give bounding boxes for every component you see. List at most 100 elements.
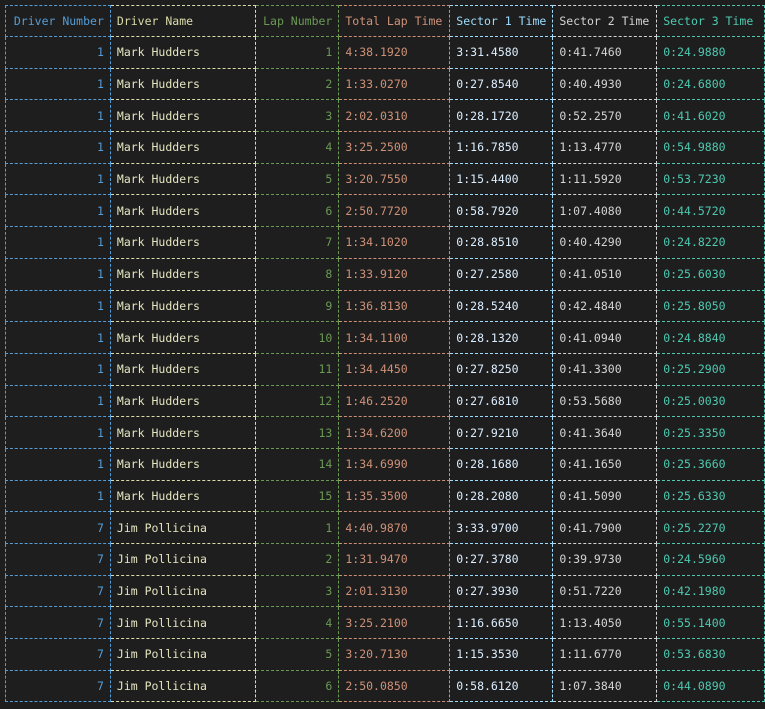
cell-driver-number: 1 (5, 290, 111, 323)
table-row: 1 Mark Hudders 9 1:36.8130 0:28.5240 0:42.484… (5, 290, 765, 323)
cell-driver-name: Mark Hudders (110, 99, 257, 133)
table-row: 1 Mark Hudders 2 1:33.0270 0:27.8540 0:40.493… (5, 68, 765, 101)
table-header-row: Driver Number Driver Name Lap Number Tot… (5, 5, 765, 37)
cell-sector-3-time: 0:54.9880 (656, 131, 765, 164)
header-sector-2-time: Sector 2 Time (552, 5, 658, 37)
cell-sector-3-time: 0:25.6330 (656, 480, 765, 513)
cell-sector-1-time: 0:27.9210 (449, 416, 554, 449)
cell-total-lap-time: 1:34.1020 (338, 226, 451, 259)
table-row: 1 Mark Hudders 14 1:34.6990 0:28.1680 0:41.16… (5, 448, 765, 481)
cell-sector-3-time: 0:24.9880 (656, 36, 765, 69)
cell-sector-1-time: 0:58.6120 (449, 670, 554, 703)
cell-sector-3-time: 0:44.5720 (656, 194, 765, 228)
cell-sector-1-time: 0:27.6810 (449, 385, 554, 418)
cell-sector-1-time: 0:27.2580 (449, 258, 554, 291)
cell-driver-name: Jim Pollicina (110, 575, 257, 608)
table-row: 7 Jim Pollicina 2 1:31.9470 0:27.3780 0:39.97… (5, 543, 765, 576)
table-row: 7 Jim Pollicina 3 2:01.3130 0:27.3930 0:51.72… (5, 575, 765, 608)
table-row: 1 Mark Hudders 3 2:02.0310 0:28.1720 0:52.257… (5, 99, 765, 133)
cell-lap-number: 7 (255, 226, 340, 259)
cell-driver-number: 1 (5, 448, 111, 481)
cell-sector-3-time: 0:25.3350 (656, 416, 765, 449)
header-sector-3-time: Sector 3 Time (656, 5, 765, 37)
cell-sector-1-time: 0:28.8510 (449, 226, 554, 259)
table-row: 1 Mark Hudders 13 1:34.6200 0:27.9210 0:41.36… (5, 416, 765, 449)
cell-sector-2-time: 0:41.7900 (552, 511, 658, 544)
cell-sector-3-time: 0:25.6030 (656, 258, 765, 291)
cell-total-lap-time: 1:33.0270 (338, 68, 451, 101)
table-row: 1 Mark Hudders 15 1:35.3500 0:28.2080 0:41.50… (5, 480, 765, 513)
table-row: 7 Jim Pollicina 4 3:25.2100 1:16.6650 1:13.40… (5, 606, 765, 640)
cell-sector-2-time: 1:13.4050 (552, 606, 658, 640)
cell-total-lap-time: 2:02.0310 (338, 99, 451, 133)
header-lap-number: Lap Number (255, 5, 340, 37)
cell-sector-1-time: 3:33.9700 (449, 511, 554, 544)
cell-driver-name: Mark Hudders (110, 68, 257, 101)
cell-sector-2-time: 0:41.5090 (552, 480, 658, 513)
cell-driver-number: 1 (5, 36, 111, 69)
lap-times-table: Driver Number Driver Name Lap Number Tot… (5, 5, 765, 703)
cell-lap-number: 6 (255, 670, 340, 703)
cell-lap-number: 2 (255, 543, 340, 576)
cell-sector-2-time: 0:41.0940 (552, 321, 658, 354)
cell-driver-name: Mark Hudders (110, 194, 257, 228)
cell-lap-number: 4 (255, 131, 340, 164)
cell-sector-2-time: 0:42.4840 (552, 290, 658, 323)
cell-driver-name: Mark Hudders (110, 226, 257, 259)
cell-sector-2-time: 0:51.7220 (552, 575, 658, 608)
cell-driver-number: 1 (5, 385, 111, 418)
table-body: 1 Mark Hudders 1 4:38.1920 3:31.4580 0:41.746… (5, 36, 765, 703)
cell-total-lap-time: 1:34.1100 (338, 321, 451, 354)
cell-lap-number: 10 (255, 321, 340, 354)
table-row: 7 Jim Pollicina 6 2:50.0850 0:58.6120 1:07.38… (5, 670, 765, 703)
cell-driver-name: Jim Pollicina (110, 670, 257, 703)
cell-driver-name: Mark Hudders (110, 131, 257, 164)
cell-sector-1-time: 0:58.7920 (449, 194, 554, 228)
cell-total-lap-time: 1:33.9120 (338, 258, 451, 291)
table-row: 1 Mark Hudders 6 2:50.7720 0:58.7920 1:07.408… (5, 194, 765, 228)
cell-driver-number: 1 (5, 163, 111, 196)
cell-sector-3-time: 0:25.2270 (656, 511, 765, 544)
cell-total-lap-time: 2:50.7720 (338, 194, 451, 228)
cell-lap-number: 5 (255, 163, 340, 196)
cell-sector-2-time: 0:41.0510 (552, 258, 658, 291)
cell-sector-1-time: 1:16.6650 (449, 606, 554, 640)
cell-lap-number: 1 (255, 511, 340, 544)
cell-driver-name: Mark Hudders (110, 480, 257, 513)
cell-sector-3-time: 0:25.0030 (656, 385, 765, 418)
cell-driver-name: Mark Hudders (110, 321, 257, 354)
cell-sector-2-time: 0:40.4930 (552, 68, 658, 101)
cell-driver-number: 1 (5, 480, 111, 513)
cell-total-lap-time: 4:40.9870 (338, 511, 451, 544)
cell-total-lap-time: 3:20.7130 (338, 638, 451, 671)
cell-driver-name: Mark Hudders (110, 36, 257, 69)
table-row: 7 Jim Pollicina 1 4:40.9870 3:33.9700 0:41.79… (5, 511, 765, 544)
header-driver-number: Driver Number (5, 5, 111, 37)
table-row: 1 Mark Hudders 12 1:46.2520 0:27.6810 0:53.56… (5, 385, 765, 418)
cell-sector-3-time: 0:24.8220 (656, 226, 765, 259)
cell-lap-number: 4 (255, 606, 340, 640)
cell-sector-2-time: 1:11.6770 (552, 638, 658, 671)
cell-lap-number: 2 (255, 68, 340, 101)
cell-sector-2-time: 0:41.3300 (552, 353, 658, 386)
cell-sector-2-time: 0:41.3640 (552, 416, 658, 449)
cell-sector-3-time: 0:25.2900 (656, 353, 765, 386)
cell-driver-number: 1 (5, 68, 111, 101)
cell-total-lap-time: 1:34.6990 (338, 448, 451, 481)
cell-driver-number: 1 (5, 353, 111, 386)
cell-driver-name: Jim Pollicina (110, 543, 257, 576)
header-sector-1-time: Sector 1 Time (449, 5, 554, 37)
cell-sector-3-time: 0:44.0890 (656, 670, 765, 703)
cell-lap-number: 13 (255, 416, 340, 449)
cell-driver-name: Mark Hudders (110, 416, 257, 449)
cell-driver-number: 1 (5, 194, 111, 228)
cell-driver-number: 7 (5, 575, 111, 608)
cell-sector-3-time: 0:24.6800 (656, 68, 765, 101)
cell-total-lap-time: 1:31.9470 (338, 543, 451, 576)
cell-driver-name: Mark Hudders (110, 385, 257, 418)
cell-sector-2-time: 0:53.5680 (552, 385, 658, 418)
cell-total-lap-time: 2:50.0850 (338, 670, 451, 703)
cell-sector-2-time: 0:39.9730 (552, 543, 658, 576)
cell-driver-name: Mark Hudders (110, 163, 257, 196)
